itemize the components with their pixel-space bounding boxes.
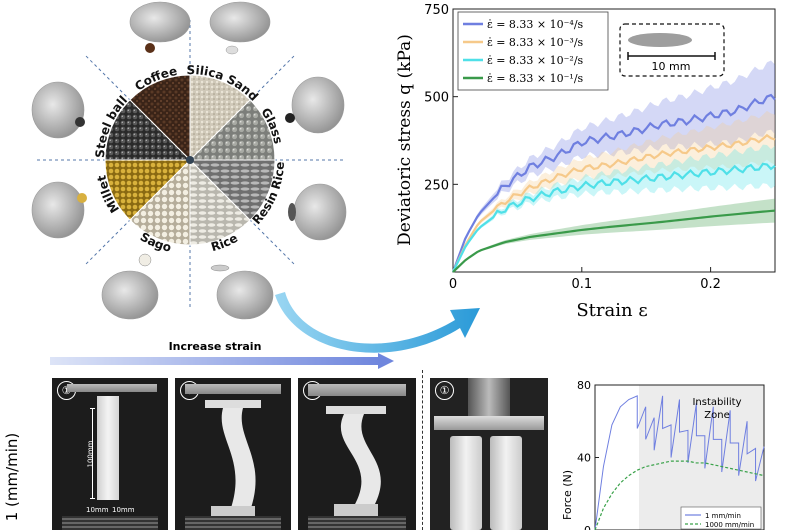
stress-legend-label-3: ε̇ = 8.33 × 10⁻¹/s (487, 72, 584, 85)
stress-band-0 (453, 60, 775, 272)
sector-resin-rice (188, 159, 276, 221)
sector-rice (189, 158, 251, 246)
grain-photo-resin-rice (288, 203, 296, 221)
force-legend-label-1: 1000 mm/min (705, 521, 754, 529)
sector-steel-ball (104, 99, 192, 161)
stress-x-tick-label: 0.1 (571, 277, 592, 292)
stress-y-tick-label: 500 (424, 91, 449, 106)
scale-bar-label: 10 mm (652, 60, 691, 73)
increase-strain-label: Increase strain (168, 340, 262, 353)
buckling-photo-3: ③ (298, 378, 416, 530)
grain-photo-silica-sand (225, 45, 239, 55)
panel-separator (422, 370, 423, 530)
buckling-photo-1: ① 100mm 10mm 10mm (52, 378, 168, 530)
stress-axis-ticks: 0 0.1 0.2 250 500 750 (424, 3, 721, 292)
specimen-straight (97, 396, 119, 500)
stress-legend-label-1: ε̇ = 8.33 × 10⁻³/s (487, 36, 584, 49)
curved-arrow (275, 292, 480, 353)
sector-millet (104, 159, 192, 221)
force-legend-label-0: 1 mm/min (705, 512, 741, 520)
instability-zone (639, 385, 764, 530)
sector-coffee (129, 74, 191, 162)
sem-image-rice (216, 270, 274, 320)
photo-number-fast: ① (435, 381, 454, 400)
stress-series-line-0 (451, 93, 776, 273)
transition-arrow (275, 292, 480, 353)
force-series-line-1 (594, 460, 765, 530)
force-series-line-0 (594, 395, 765, 530)
stress-x-axis-label: Strain ε (576, 300, 647, 321)
force-y-tick-label: 0 (584, 524, 591, 530)
specimen-buckled-strong (340, 414, 381, 506)
stress-band-3 (453, 198, 775, 272)
sector-sago (129, 158, 191, 246)
dim-height-label: 100mm (86, 440, 95, 468)
force-axis-ticks: 0 40 80 (577, 379, 599, 530)
stress-series-line-2 (452, 162, 776, 273)
stress-band-1 (453, 110, 775, 272)
sem-image-millet (31, 181, 85, 239)
buckling-photo-2: ② (175, 378, 291, 530)
grain-photo-rice (210, 264, 230, 272)
dim-width-label: 10mm (86, 506, 109, 514)
stress-band-2 (453, 144, 775, 272)
grain-photo-millet (77, 193, 87, 203)
wheel-center (186, 156, 194, 164)
stress-legend-label-2: ε̇ = 8.33 × 10⁻²/s (487, 54, 584, 67)
stress-series-line-1 (452, 133, 776, 273)
stress-strain-chart: 0 0.1 0.2 250 500 750 Deviatoric stress q (kP… (395, 3, 776, 321)
stress-y-axis-label: Deviatoric stress q (kPa) (395, 34, 415, 246)
force-y-tick-label: 80 (577, 379, 591, 392)
grain-photo-sago (138, 253, 152, 267)
rate-row-label: 1 (mm/min) (3, 432, 21, 522)
stress-plot-frame (452, 8, 776, 273)
instability-label-line2: Zone (704, 410, 729, 421)
increase-strain-arrow: Increase strain (50, 340, 395, 369)
stress-x-tick-label: 0 (449, 277, 457, 292)
grain-photo-glass (285, 113, 295, 123)
force-chart: 0 40 80 Instability Zone Force (N) 1 mm/mi… (561, 379, 765, 530)
force-y-axis-label: Force (N) (561, 470, 574, 520)
inset-grain-scale: 10 mm (619, 23, 725, 77)
stress-legend: ε̇ = 8.33 × 10⁻⁴/s ε̇ = 8.33 × 10⁻³/s ε̇ =… (457, 11, 609, 91)
sem-image-sago (101, 270, 159, 320)
dim-width-label-2: 10mm (112, 506, 135, 514)
sem-image-silica-sand (209, 1, 271, 43)
sem-image-glass (291, 76, 345, 134)
instability-label-line1: Instability (692, 397, 741, 408)
buckling-photo-fast: ① (430, 378, 548, 530)
force-y-tick-label: 40 (577, 452, 591, 465)
stress-x-tick-label: 0.2 (700, 277, 721, 292)
grain-photo-steel-ball (75, 117, 85, 127)
stress-y-tick-label: 250 (424, 178, 449, 193)
resin-rice-grain-image (628, 33, 692, 47)
sem-image-coffee (129, 1, 191, 43)
stress-series-line-3 (452, 209, 776, 273)
stress-y-tick-label: 750 (424, 3, 449, 18)
specimen-buckled-slight (221, 408, 256, 508)
sem-image-steel-ball (31, 81, 85, 139)
rate-row-label-wrap: 1 (mm/min) (2, 430, 22, 530)
grain-photo-coffee (145, 43, 155, 53)
materials-wheel: Coffee Silica Sand Glass Resin Rice Rice… (31, 1, 347, 320)
stress-legend-label-0: ε̇ = 8.33 × 10⁻⁴/s (487, 18, 584, 31)
sector-silica-sand (189, 74, 251, 162)
sem-image-resin-rice (293, 183, 347, 241)
sector-glass (188, 99, 276, 161)
